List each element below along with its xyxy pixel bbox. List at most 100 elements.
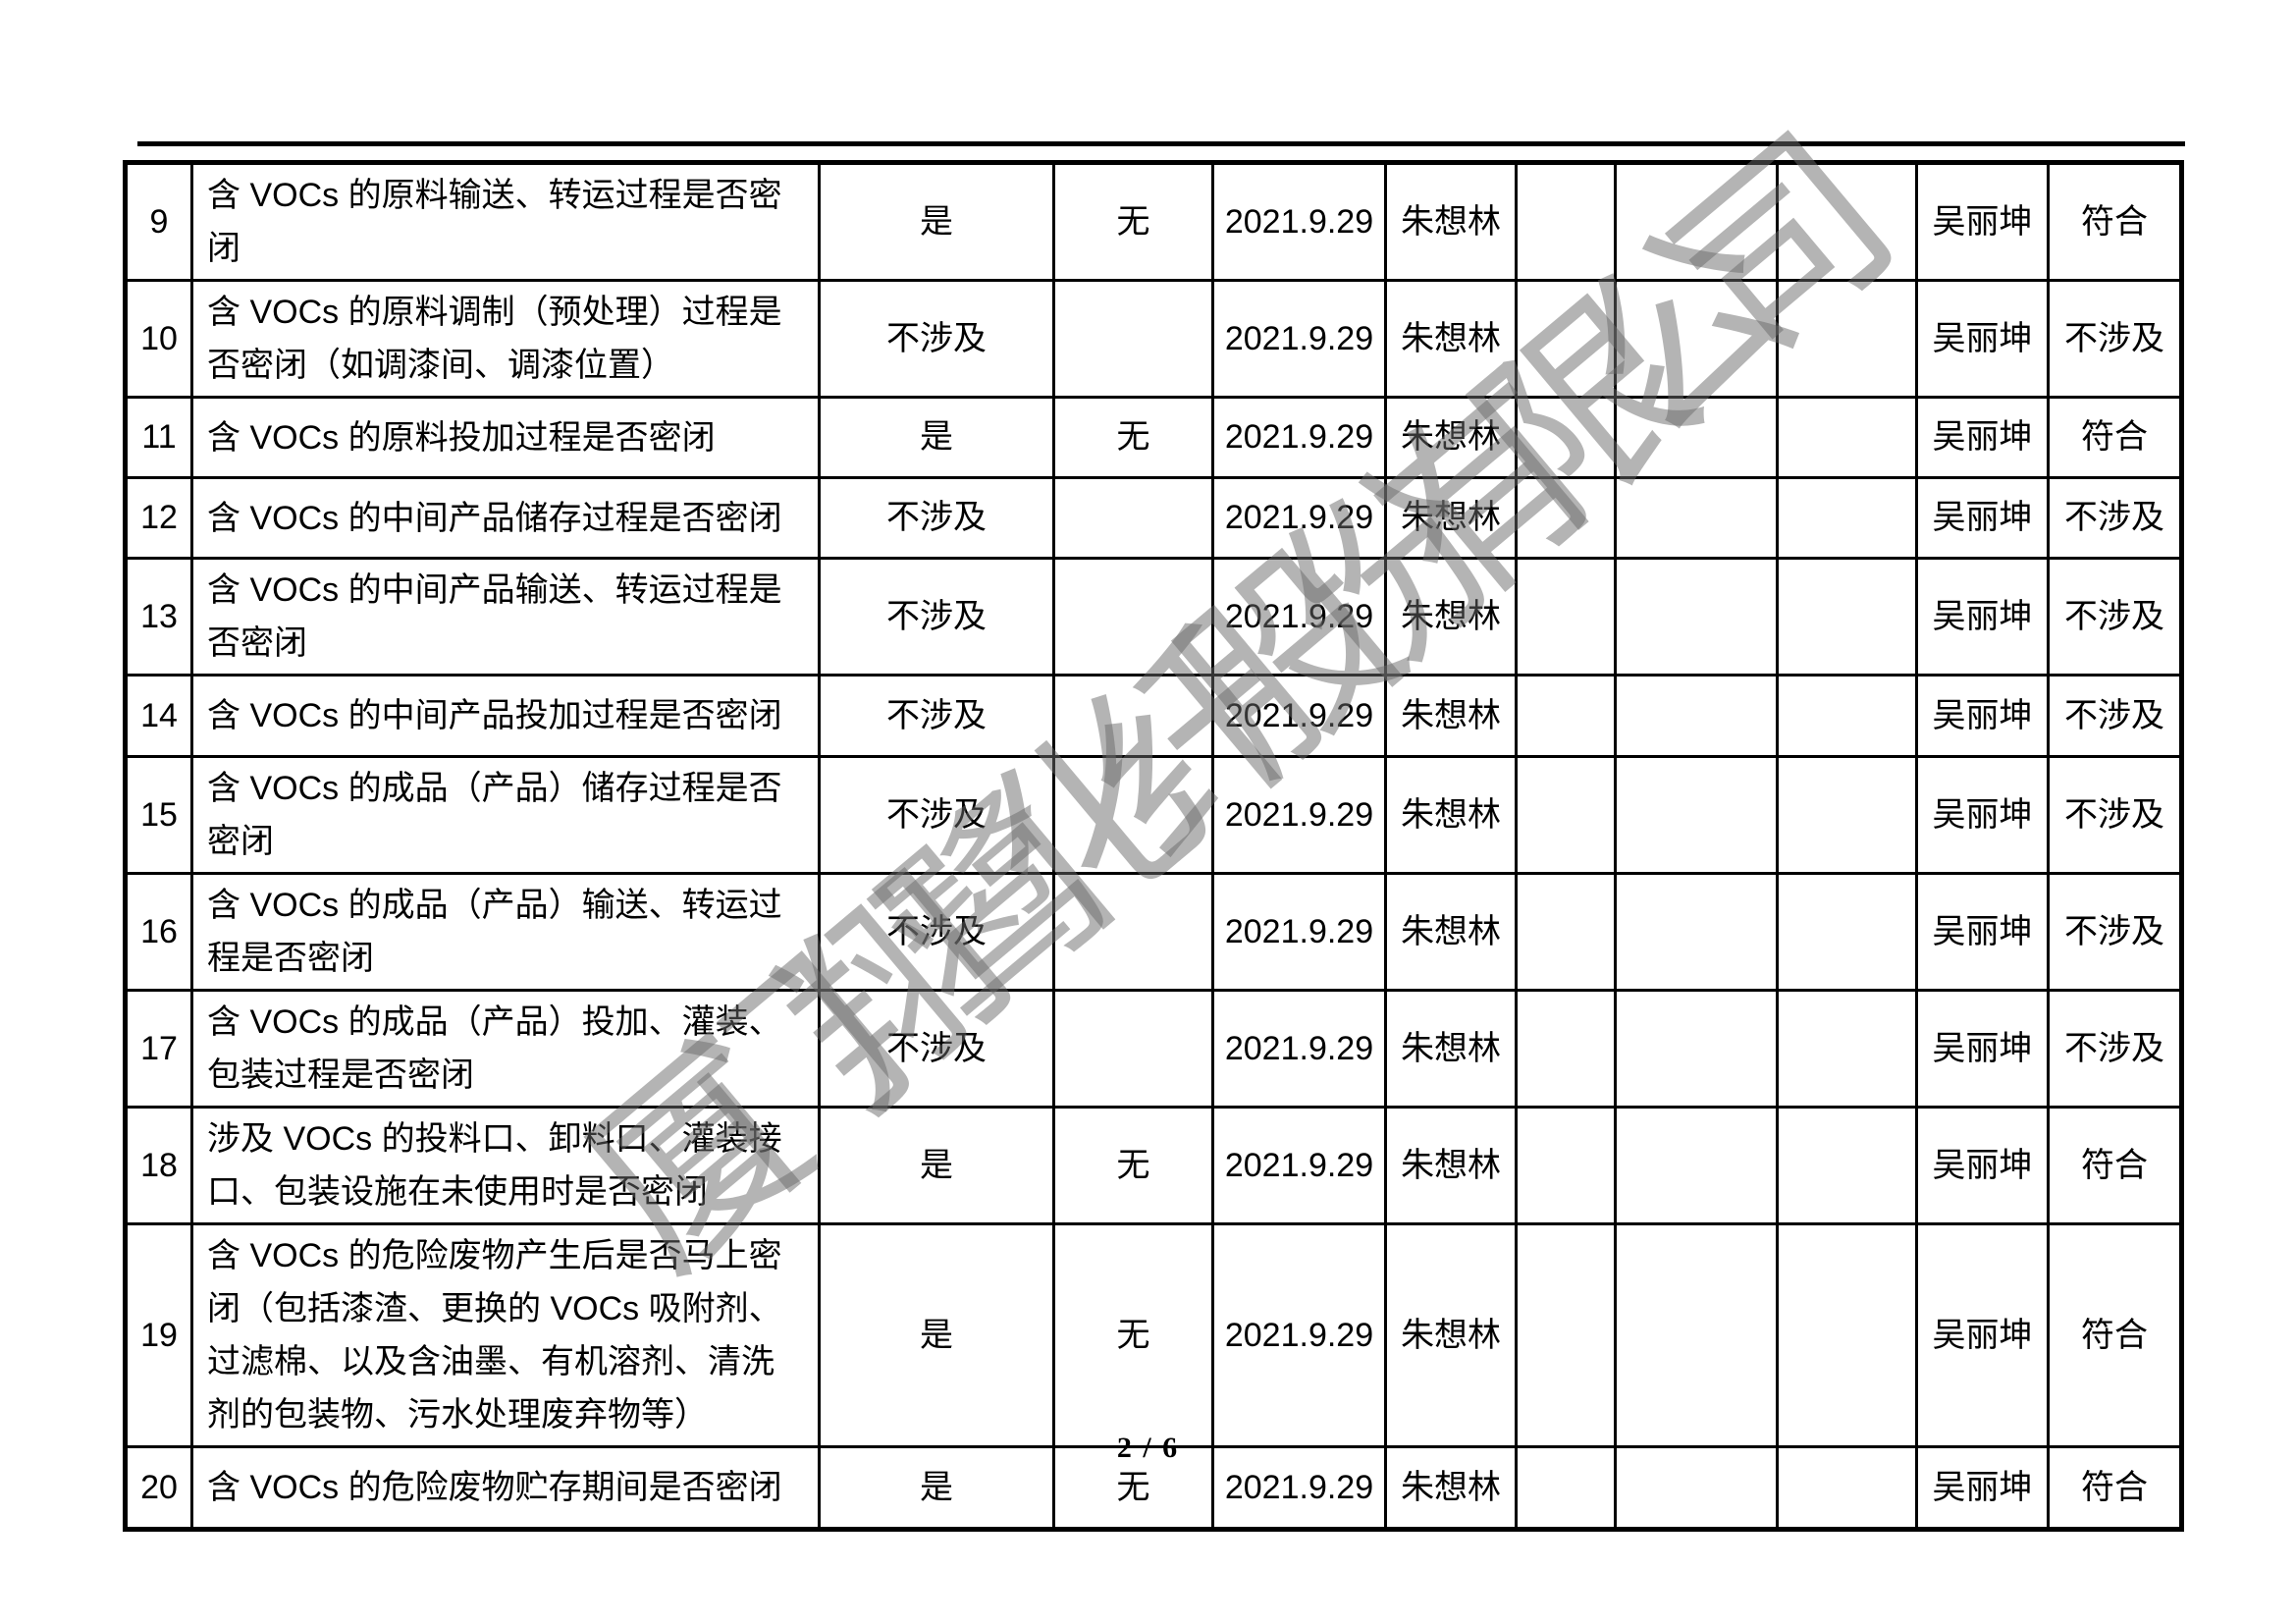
table-row: 12 含 VOCs 的中间产品储存过程是否密闭 不涉及 2021.9.29 朱想林 吴丽坤…	[125, 476, 2182, 560]
empty-cell	[1776, 989, 1918, 1109]
answer-cell: 是	[818, 1106, 1055, 1225]
empty-cell	[1515, 279, 1617, 399]
empty-cell	[1614, 1106, 1779, 1225]
table-row: 13 含 VOCs 的中间产品输送、转运过程是否密闭 不涉及 2021.9.29 朱想林…	[125, 557, 2182, 677]
reviewer-cell: 吴丽坤	[1915, 162, 2050, 282]
empty-cell	[1515, 755, 1617, 875]
row-number-cell: 15	[125, 755, 193, 875]
conclusion-cell: 符合	[2047, 162, 2182, 282]
conclusion-cell: 不涉及	[2047, 476, 2182, 560]
reviewer-cell: 吴丽坤	[1915, 1222, 2050, 1448]
answer-cell: 是	[818, 1445, 1055, 1530]
table-row: 10 含 VOCs 的原料调制（预处理）过程是否密闭（如调漆间、调漆位置） 不涉及 2…	[125, 279, 2182, 399]
date-cell: 2021.9.29	[1211, 557, 1387, 677]
empty-cell	[1776, 1106, 1918, 1225]
empty-cell	[1614, 674, 1779, 758]
reviewer-cell: 吴丽坤	[1915, 755, 2050, 875]
empty-cell	[1515, 674, 1617, 758]
inspector-cell: 朱想林	[1384, 755, 1518, 875]
conclusion-cell: 不涉及	[2047, 755, 2182, 875]
reviewer-cell: 吴丽坤	[1915, 989, 2050, 1109]
row-number-cell: 14	[125, 674, 193, 758]
inspector-cell: 朱想林	[1384, 557, 1518, 677]
inspection-item-cell: 含 VOCs 的中间产品储存过程是否密闭	[190, 476, 821, 560]
inspection-item-cell: 含 VOCs 的原料投加过程是否密闭	[190, 396, 821, 479]
problem-cell	[1052, 279, 1214, 399]
answer-cell: 不涉及	[818, 674, 1055, 758]
problem-cell	[1052, 755, 1214, 875]
empty-cell	[1776, 1222, 1918, 1448]
table-row: 16 含 VOCs 的成品（产品）输送、转运过程是否密闭 不涉及 2021.9.29 朱…	[125, 872, 2182, 992]
answer-cell: 不涉及	[818, 755, 1055, 875]
conclusion-cell: 符合	[2047, 1106, 2182, 1225]
header-rule	[137, 141, 2185, 146]
row-number-cell: 18	[125, 1106, 193, 1225]
empty-cell	[1776, 476, 1918, 560]
conclusion-cell: 不涉及	[2047, 872, 2182, 992]
conclusion-cell: 不涉及	[2047, 674, 2182, 758]
inspector-cell: 朱想林	[1384, 674, 1518, 758]
problem-cell	[1052, 989, 1214, 1109]
inspector-cell: 朱想林	[1384, 872, 1518, 992]
row-number-cell: 19	[125, 1222, 193, 1448]
date-cell: 2021.9.29	[1211, 1106, 1387, 1225]
empty-cell	[1515, 1445, 1617, 1530]
empty-cell	[1614, 989, 1779, 1109]
problem-cell: 无	[1052, 396, 1214, 479]
answer-cell: 不涉及	[818, 989, 1055, 1109]
inspection-item-cell: 含 VOCs 的危险废物贮存期间是否密闭	[190, 1445, 821, 1530]
conclusion-cell: 符合	[2047, 396, 2182, 479]
reviewer-cell: 吴丽坤	[1915, 279, 2050, 399]
inspection-item-cell: 含 VOCs 的成品（产品）储存过程是否密闭	[190, 755, 821, 875]
problem-cell: 无	[1052, 162, 1214, 282]
row-number-cell: 10	[125, 279, 193, 399]
reviewer-cell: 吴丽坤	[1915, 396, 2050, 479]
row-number-cell: 17	[125, 989, 193, 1109]
empty-cell	[1776, 557, 1918, 677]
date-cell: 2021.9.29	[1211, 872, 1387, 992]
empty-cell	[1614, 557, 1779, 677]
date-cell: 2021.9.29	[1211, 1445, 1387, 1530]
inspector-cell: 朱想林	[1384, 396, 1518, 479]
answer-cell: 不涉及	[818, 279, 1055, 399]
row-number-cell: 9	[125, 162, 193, 282]
empty-cell	[1776, 1445, 1918, 1530]
conclusion-cell: 符合	[2047, 1222, 2182, 1448]
inspector-cell: 朱想林	[1384, 1222, 1518, 1448]
date-cell: 2021.9.29	[1211, 279, 1387, 399]
empty-cell	[1515, 162, 1617, 282]
problem-cell: 无	[1052, 1445, 1214, 1530]
empty-cell	[1515, 872, 1617, 992]
inspection-item-cell: 含 VOCs 的危险废物产生后是否马上密闭（包括漆渣、更换的 VOCs 吸附剂、…	[190, 1222, 821, 1448]
inspection-item-cell: 含 VOCs 的中间产品输送、转运过程是否密闭	[190, 557, 821, 677]
table-row: 18 涉及 VOCs 的投料口、卸料口、灌装接口、包装设施在未使用时是否密闭是无 2…	[125, 1106, 2182, 1225]
page-number: 2 / 6	[1116, 1432, 1180, 1464]
row-number-cell: 11	[125, 396, 193, 479]
table-row: 11 含 VOCs 的原料投加过程是否密闭是无 2021.9.29 朱想林 吴丽坤 符合	[125, 396, 2182, 479]
inspector-cell: 朱想林	[1384, 1106, 1518, 1225]
date-cell: 2021.9.29	[1211, 162, 1387, 282]
empty-cell	[1614, 162, 1779, 282]
row-number-cell: 20	[125, 1445, 193, 1530]
empty-cell	[1515, 1222, 1617, 1448]
row-number-cell: 13	[125, 557, 193, 677]
conclusion-cell: 不涉及	[2047, 557, 2182, 677]
empty-cell	[1776, 755, 1918, 875]
date-cell: 2021.9.29	[1211, 755, 1387, 875]
inspector-cell: 朱想林	[1384, 476, 1518, 560]
empty-cell	[1776, 674, 1918, 758]
reviewer-cell: 吴丽坤	[1915, 872, 2050, 992]
empty-cell	[1515, 1106, 1617, 1225]
conclusion-cell: 不涉及	[2047, 279, 2182, 399]
conclusion-cell: 不涉及	[2047, 989, 2182, 1109]
empty-cell	[1614, 476, 1779, 560]
empty-cell	[1776, 872, 1918, 992]
empty-cell	[1515, 989, 1617, 1109]
table-row: 17 含 VOCs 的成品（产品）投加、灌装、包装过程是否密闭 不涉及 2021.9.…	[125, 989, 2182, 1109]
empty-cell	[1515, 476, 1617, 560]
empty-cell	[1614, 1445, 1779, 1530]
empty-cell	[1776, 396, 1918, 479]
inspector-cell: 朱想林	[1384, 279, 1518, 399]
